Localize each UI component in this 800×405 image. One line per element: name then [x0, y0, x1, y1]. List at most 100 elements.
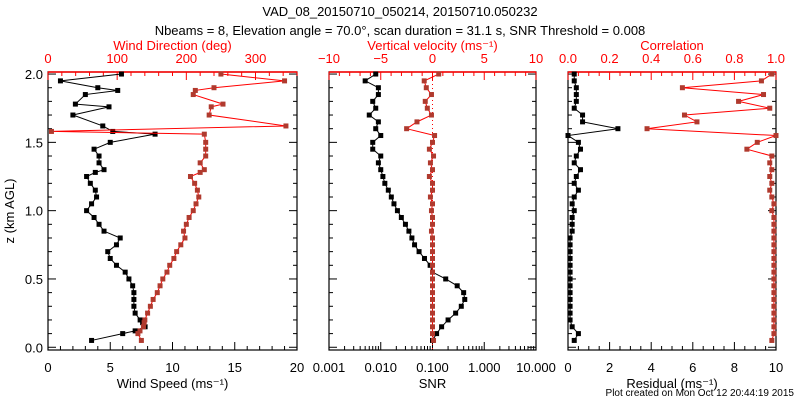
data-point: [174, 249, 180, 255]
data-point: [771, 255, 777, 261]
data-point: [577, 167, 583, 173]
data-point: [391, 201, 397, 207]
data-point: [571, 160, 577, 166]
y-tick-label: 1.5: [25, 135, 43, 150]
data-point: [567, 269, 573, 275]
data-point: [771, 303, 777, 309]
data-point: [567, 262, 573, 268]
data-point: [769, 337, 775, 343]
data-point: [567, 249, 573, 255]
data-point: [414, 119, 420, 125]
x-tick-label-bottom: 20: [290, 360, 304, 375]
data-point: [462, 296, 468, 302]
data-point: [118, 71, 124, 77]
data-point: [137, 328, 143, 334]
data-point: [181, 228, 187, 234]
data-point: [164, 269, 170, 275]
data-point: [95, 85, 101, 91]
data-point: [771, 310, 777, 316]
data-point: [567, 296, 573, 302]
data-point: [430, 242, 435, 248]
data-point: [567, 276, 573, 282]
data-point: [430, 296, 435, 302]
data-point: [679, 85, 685, 91]
data-point: [771, 269, 777, 275]
data-point: [409, 235, 415, 241]
data-point: [378, 133, 384, 139]
data-point: [771, 262, 777, 268]
data-point: [147, 303, 153, 309]
data-point: [771, 221, 777, 227]
data-point: [92, 169, 98, 175]
data-point: [57, 78, 63, 84]
data-point: [282, 78, 288, 84]
data-point: [186, 214, 192, 220]
data-point: [569, 201, 575, 207]
x-tick-label-top: 5: [481, 51, 488, 66]
data-point: [402, 221, 408, 227]
data-point: [141, 320, 147, 326]
data-point: [375, 85, 381, 91]
x-axis-label-bottom: Residual (ms⁻¹): [626, 376, 717, 391]
data-point: [194, 187, 200, 193]
x-tick-label-top: 0.0: [559, 51, 577, 66]
series-line-wind-direction: [51, 73, 287, 341]
data-point: [211, 85, 217, 91]
data-point: [87, 180, 93, 186]
data-point: [138, 337, 144, 343]
data-point: [569, 324, 575, 330]
data-point: [428, 112, 434, 118]
data-point: [157, 283, 163, 289]
data-point: [567, 317, 573, 323]
data-point: [761, 92, 767, 98]
data-point: [573, 174, 579, 180]
data-point: [201, 131, 207, 137]
data-point: [406, 228, 412, 234]
data-point: [89, 337, 95, 343]
data-point: [428, 228, 434, 234]
data-point: [580, 112, 586, 118]
x-tick-label-bottom: 2: [606, 360, 613, 375]
data-point: [771, 276, 777, 282]
data-point: [567, 255, 573, 261]
data-point: [736, 98, 742, 104]
data-point: [767, 174, 773, 180]
data-point: [769, 194, 775, 200]
data-point: [769, 180, 775, 186]
data-point: [573, 153, 579, 159]
data-point: [571, 105, 577, 111]
data-point: [160, 276, 166, 282]
data-point: [573, 98, 579, 104]
data-point: [769, 208, 775, 214]
data-point: [82, 92, 88, 98]
data-point: [84, 174, 90, 180]
data-point: [575, 139, 581, 145]
data-point: [152, 131, 158, 137]
data-point: [754, 139, 760, 145]
data-point: [190, 92, 196, 98]
data-point: [428, 208, 434, 214]
data-point: [122, 269, 128, 275]
data-point: [135, 331, 141, 337]
data-point: [131, 303, 137, 309]
data-point: [569, 221, 575, 227]
data-point: [192, 180, 198, 186]
data-point: [567, 303, 573, 309]
data-point: [771, 324, 777, 330]
data-point: [580, 119, 586, 125]
data-point: [769, 167, 775, 173]
data-point: [430, 180, 435, 186]
y-axis-label: z (km AGL): [2, 178, 17, 243]
data-point: [767, 187, 773, 193]
data-point: [430, 235, 435, 241]
data-point: [380, 174, 386, 180]
data-point: [203, 139, 209, 145]
data-point: [101, 167, 107, 173]
x-tick-label-bottom: 4: [648, 360, 655, 375]
data-point: [771, 290, 777, 296]
data-point: [183, 221, 189, 227]
x-tick-label-top: 1.0: [767, 51, 785, 66]
footer-timestamp: Plot created on Mon Oct 12 20:44:19 2015: [606, 388, 795, 399]
